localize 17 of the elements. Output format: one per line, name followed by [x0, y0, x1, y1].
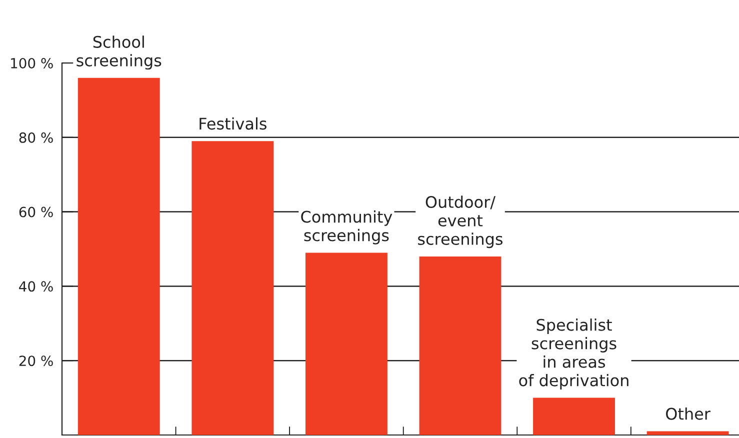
bar	[305, 252, 388, 435]
x-tick-label: Other	[666, 407, 710, 420]
x-tick-label: School screenings	[76, 36, 162, 70]
x-tick-label: Specialist screenings in areas of deprivation	[519, 318, 628, 390]
bar	[533, 398, 615, 435]
y-tick-label: 20 %	[19, 356, 53, 366]
bar	[419, 256, 502, 435]
x-tick-label: Festivals	[200, 117, 266, 130]
x-tick-label: Outdoor/ event screenings	[418, 196, 503, 248]
y-tick-label: 60 %	[19, 206, 53, 218]
x-tick-label: Community screenings	[301, 210, 392, 244]
bar	[78, 78, 160, 435]
y-tick-label: 80 %	[19, 132, 53, 143]
y-tick-label: 40 %	[19, 281, 53, 292]
bar	[646, 431, 729, 435]
bar	[192, 141, 274, 435]
y-tick-label: 100 %	[11, 58, 53, 68]
